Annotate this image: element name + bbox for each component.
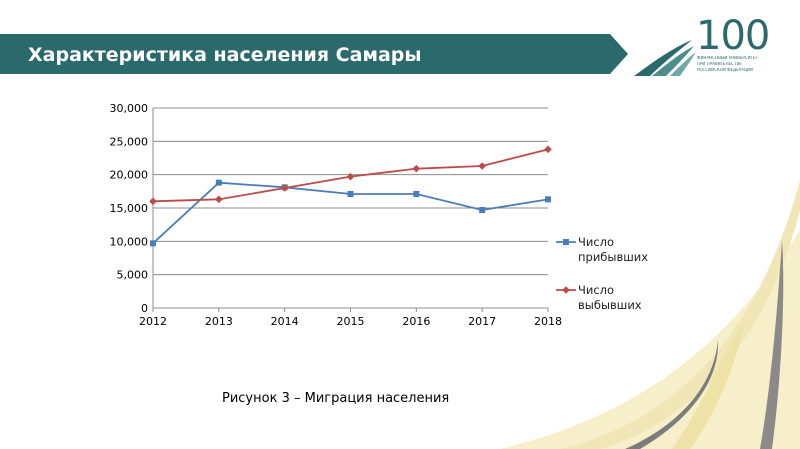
logo-text-line-3: РОССИЙСКОЙ ФЕДЕРАЦИИ [697, 68, 754, 72]
y-tick-label: 10,000 [110, 235, 149, 248]
x-tick-label: 2018 [534, 315, 562, 328]
data-point-diamond [412, 164, 421, 173]
data-point-square [150, 240, 156, 247]
x-tick-label: 2013 [205, 315, 233, 328]
logo-number: 100 [696, 13, 770, 59]
data-point-square [215, 179, 222, 186]
data-point-diamond [215, 195, 223, 204]
data-point-diamond [149, 197, 157, 206]
cream-swoosh-small [560, 180, 800, 449]
y-tick-label: 0 [141, 302, 148, 315]
data-point-diamond [544, 145, 552, 154]
data-point-diamond [346, 172, 355, 181]
y-tick-label: 15,000 [110, 202, 149, 215]
logo-text-line-2: ПРИ ПРАВИТЕЛЬСТВЕ [697, 62, 742, 66]
data-point-square [347, 191, 354, 197]
data-point-square [413, 191, 420, 197]
migration-line-chart: 0 5,000 10,000 15,000 20,000 25,000 30,000 2012… [110, 102, 649, 328]
page-title: Характеристика населения Самары [28, 44, 422, 66]
grey-stripe-1 [625, 340, 719, 449]
x-tick-label: 2016 [402, 315, 430, 328]
data-point-diamond [280, 184, 289, 192]
legend-label: прибывших [578, 250, 648, 264]
data-point-square [545, 196, 551, 203]
x-tick-label: 2012 [139, 315, 167, 328]
cream-stripe [672, 320, 745, 449]
figure-caption: Рисунок 3 – Миграция населения [222, 391, 450, 406]
x-tick-label: 2017 [468, 315, 496, 328]
data-point-diamond [478, 162, 486, 170]
grey-stripe-2 [760, 240, 784, 449]
x-tick-label: 2014 [271, 315, 299, 328]
university-logo-mark [634, 40, 696, 76]
legend-label: выбывших [578, 298, 642, 312]
legend-marker-diamond [562, 286, 570, 294]
x-tick-label: 2015 [337, 315, 365, 328]
data-point-square [479, 207, 486, 213]
legend-label: Число [578, 235, 614, 249]
cream-swoosh-large [500, 230, 800, 449]
legend-label: Число [578, 283, 614, 297]
y-tick-label: 5,000 [117, 269, 149, 282]
y-tick-label: 25,000 [110, 135, 149, 148]
y-tick-label: 20,000 [110, 169, 149, 182]
legend-marker-square [563, 239, 569, 245]
y-tick-label: 30,000 [110, 102, 149, 115]
title-band-shape [0, 34, 628, 74]
logo-text-line-1: ФИНАНСОВЫЙ УНИВЕРСИТЕТ [697, 56, 758, 60]
